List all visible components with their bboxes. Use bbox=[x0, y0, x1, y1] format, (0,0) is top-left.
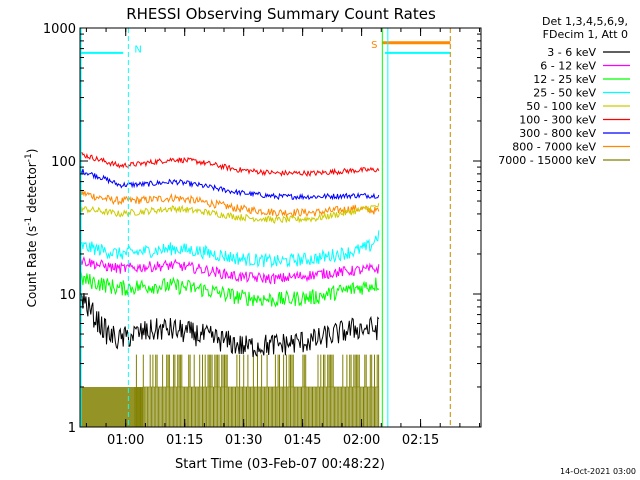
annotation-saa-start: S bbox=[371, 40, 377, 51]
legend: Det 1,3,4,5,6,9, FDecim 1, Att 0 3 - 6 k… bbox=[498, 15, 630, 167]
series-2-line bbox=[79, 271, 380, 308]
series-1 bbox=[79, 255, 380, 285]
legend-label: 50 - 100 keV bbox=[526, 100, 596, 113]
legend-label: 800 - 7000 keV bbox=[512, 141, 596, 154]
legend-label: 3 - 6 keV bbox=[547, 46, 596, 59]
series-7 bbox=[79, 41, 451, 219]
y-axis-label: Count Rate (s-1 detector-1) bbox=[24, 149, 39, 308]
y-axis-label-exp1: -1 bbox=[24, 217, 34, 226]
y-axis: 1 10 100 1000 bbox=[43, 22, 481, 436]
series-6 bbox=[79, 168, 380, 201]
plot-frame bbox=[79, 27, 482, 428]
series-0 bbox=[79, 291, 380, 358]
series-4 bbox=[79, 202, 380, 224]
series-0-line bbox=[79, 291, 380, 358]
legend-label: 6 - 12 keV bbox=[540, 60, 596, 73]
series-3-line bbox=[79, 230, 380, 269]
y-tick-label: 10 bbox=[59, 288, 76, 303]
y-tick-label: 1000 bbox=[43, 22, 76, 37]
legend-header-line-1: Det 1,3,4,5,6,9, bbox=[542, 15, 628, 28]
x-tick-label: 02:15 bbox=[402, 433, 439, 448]
legend-label: 100 - 300 keV bbox=[519, 114, 596, 127]
y-tick-label: 100 bbox=[51, 155, 76, 170]
footer-timestamp: 14-Oct-2021 03:00 bbox=[560, 467, 636, 476]
y-axis-label-mid: detector bbox=[25, 162, 39, 217]
series-2 bbox=[79, 271, 380, 308]
chart-title: RHESSI Observing Summary Count Rates bbox=[126, 5, 436, 23]
y-tick-label: 1 bbox=[68, 421, 76, 436]
legend-header-line-2: FDecim 1, Att 0 bbox=[543, 28, 628, 41]
series-5-line bbox=[79, 151, 380, 177]
series-5 bbox=[79, 151, 380, 177]
series-3 bbox=[79, 230, 380, 269]
series-8 bbox=[80, 354, 380, 428]
x-tick-label: 01:30 bbox=[225, 433, 262, 448]
series-7-line bbox=[79, 188, 380, 219]
legend-label: 300 - 800 keV bbox=[519, 127, 596, 140]
x-tick-label: 01:15 bbox=[166, 433, 203, 448]
series-1-line bbox=[79, 255, 380, 285]
legend-label: 25 - 50 keV bbox=[533, 87, 596, 100]
annotation-night-start: N bbox=[134, 45, 141, 56]
y-axis-label-main: Count Rate (s bbox=[25, 226, 39, 308]
series-6-line bbox=[79, 168, 380, 201]
series-4-line bbox=[79, 202, 380, 224]
legend-label: 12 - 25 keV bbox=[533, 73, 596, 86]
y-axis-label-end: ) bbox=[25, 149, 39, 154]
x-tick-label: 02:00 bbox=[343, 433, 380, 448]
x-axis: 01:00 01:15 01:30 01:45 02:00 02:15 bbox=[85, 28, 481, 448]
series-8-frame bbox=[142, 386, 380, 428]
y-axis-label-exp2: -1 bbox=[24, 153, 34, 162]
legend-label: 7000 - 15000 keV bbox=[498, 154, 596, 167]
x-axis-label: Start Time (03-Feb-07 00:48:22) bbox=[175, 457, 385, 472]
series-8-bars bbox=[134, 354, 380, 427]
x-tick-label: 01:00 bbox=[107, 433, 144, 448]
x-tick-label: 01:45 bbox=[284, 433, 321, 448]
series-8-block bbox=[80, 386, 143, 427]
